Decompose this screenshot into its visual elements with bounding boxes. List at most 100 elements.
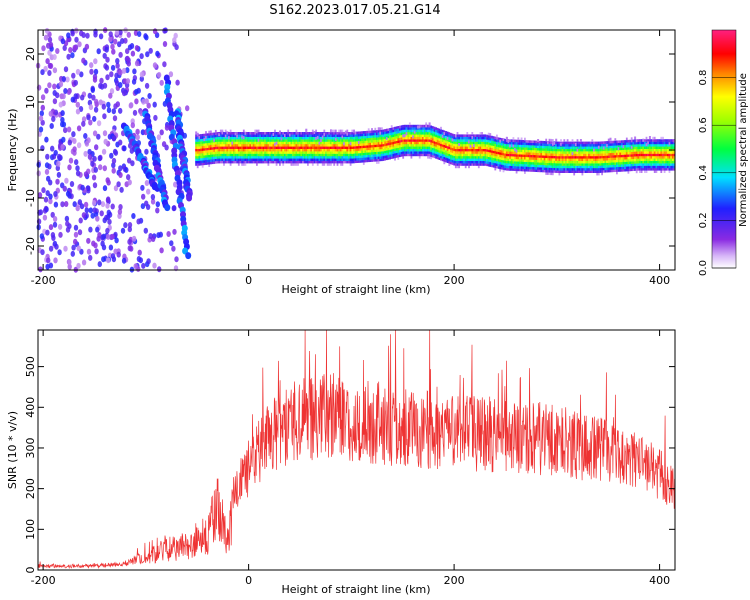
spectrogram-ridge-cell: [477, 139, 480, 142]
spectrogram-noise-cell: [83, 150, 88, 157]
spectrogram-noise-cell: [39, 233, 45, 240]
spectrogram-ridge-cell: [257, 156, 260, 159]
spectrogram-ridge-cell: [443, 161, 446, 165]
spectrogram-ridge-cell: [405, 124, 408, 128]
spectrogram-ridge-cell: [619, 150, 622, 153]
spectrogram-ridge-cell: [599, 167, 602, 171]
spectrogram-ridge-cell: [321, 156, 324, 159]
spectrogram-ridge-cell: [657, 139, 659, 142]
spectrogram-ridge-cell: [206, 147, 209, 151]
spectrogram-ridge-cell: [512, 146, 515, 150]
spectrogram-ridge-cell: [668, 144, 671, 147]
spectrogram-ridge-cell: [262, 136, 265, 140]
spectrogram-ridge-cell: [607, 153, 610, 156]
spectrogram-ridge-cell: [228, 151, 230, 154]
spectrogram-ridge-cell: [265, 139, 268, 142]
spectrogram-ridge-cell: [609, 160, 612, 163]
spectrogram-ridge-cell: [571, 160, 574, 164]
spectrogram-ridge-cell: [481, 146, 483, 149]
spectrogram-ridge-cell: [354, 158, 357, 161]
spectrogram-ridge-cell: [302, 146, 304, 149]
spectrogram-ridge-cell: [639, 165, 641, 169]
spectrogram-ridge-cell: [454, 146, 457, 149]
spectrogram-ridge-cell: [652, 163, 654, 166]
spectrogram-ridge-cell: [339, 139, 342, 142]
spectrogram-ridge-cell: [246, 153, 248, 157]
spectrogram-ridge-cell: [417, 139, 419, 142]
spectrogram-ridge-cell: [325, 153, 327, 157]
spectrogram-ridge-cell: [404, 124, 406, 128]
spectrogram-halo-cell: [256, 130, 258, 134]
spectrogram-noise-cell: [132, 68, 137, 75]
spectrogram-noise-cell: [76, 125, 82, 132]
spectrogram-ridge-cell: [499, 169, 502, 172]
spectrogram-ridge-cell: [311, 156, 314, 159]
spectrogram-ridge-cell: [430, 135, 433, 138]
spectrogram-ridge-cell: [408, 148, 411, 152]
spectrogram-ridge-cell: [589, 144, 592, 147]
spectrogram-ridge-cell: [642, 158, 645, 161]
spectrogram-ridge-cell: [438, 143, 441, 146]
spectrogram-ridge-cell: [274, 160, 276, 164]
spectrogram-noise-cell: [89, 68, 94, 75]
spectrogram-noise-cell: [60, 110, 65, 117]
spectrogram-ridge-cell: [586, 160, 589, 164]
spectrogram-ridge-cell: [440, 136, 442, 139]
spectrogram-ridge-cell: [512, 156, 515, 159]
spectrogram-ridge-cell: [604, 150, 607, 154]
spectrogram-ridge-cell: [524, 161, 526, 165]
spectrogram-ridge-cell: [532, 162, 534, 165]
spectrogram-noise-cell: [68, 47, 73, 53]
spectrogram-ridge-cell: [640, 144, 643, 147]
spectrogram-ridge-cell: [241, 148, 243, 152]
spectrogram-noise-cell: [46, 257, 51, 264]
spectrogram-ridge-cell: [284, 146, 286, 149]
spectrogram-ridge-cell: [234, 151, 237, 154]
spectrogram-ridge-cell: [634, 141, 636, 145]
spectrogram-ridge-cell: [381, 136, 383, 140]
spectrogram-xtick-label: 400: [649, 274, 670, 287]
spectrogram-ridge-cell: [533, 157, 536, 160]
spectrogram-ridge-cell: [395, 133, 398, 137]
spectrogram-ridge-cell: [205, 157, 207, 161]
spectrogram-ridge-cell: [550, 160, 553, 164]
spectrogram-ridge-cell: [484, 160, 487, 164]
spectrogram-ridge-cell: [320, 134, 322, 137]
colorbar-tick-label: 0.2: [698, 212, 709, 228]
snr-ytick-label: 300: [24, 437, 37, 458]
spectrogram-ridge-cell: [231, 148, 234, 152]
spectrogram-ridge-cell: [436, 154, 439, 157]
spectrogram-noise-cell: [94, 98, 99, 105]
spectrogram-ridge-cell: [346, 144, 349, 147]
spectrogram-ridge-cell: [589, 141, 592, 145]
spectrogram-ridge-cell: [632, 151, 635, 155]
spectrogram-ridge-cell: [512, 139, 515, 143]
spectrogram-ridge-cell: [290, 156, 293, 159]
spectrogram-ridge-cell: [270, 160, 273, 164]
spectrogram-ridge-cell: [561, 163, 564, 166]
spectrogram-ridge-cell: [591, 163, 594, 166]
spectrogram-ridge-cell: [313, 141, 316, 145]
spectrogram-ridge-cell: [297, 146, 299, 149]
spectrogram-ridge-cell: [619, 152, 622, 155]
spectrogram-ridge-cell: [445, 147, 447, 151]
spectrogram-ridge-cell: [298, 158, 301, 161]
spectrogram-ridge-cell: [619, 147, 622, 151]
spectrogram-ridge-cell: [537, 164, 539, 168]
spectrogram-ridge-cell: [520, 139, 523, 143]
spectrogram-ridge-cell: [517, 144, 520, 148]
spectrogram-noise-cell: [64, 215, 70, 222]
spectrogram-ridge-cell: [601, 165, 603, 168]
spectrogram-ridge-cell: [637, 144, 640, 147]
spectrogram-ridge-cell: [239, 134, 242, 137]
spectrogram-ridge-cell: [571, 141, 574, 145]
spectrogram-ridge-cell: [614, 162, 617, 165]
spectrogram-ridge-cell: [407, 141, 410, 145]
colorbar-tick-label: 0.0: [698, 260, 709, 276]
spectrogram-ridge-cell: [522, 144, 525, 148]
spectrogram-ridge-cell: [433, 150, 436, 154]
spectrogram-ridge-cell: [264, 134, 266, 137]
spectrogram-ridge-cell: [634, 153, 636, 157]
spectrogram-ridge-cell: [267, 146, 270, 149]
